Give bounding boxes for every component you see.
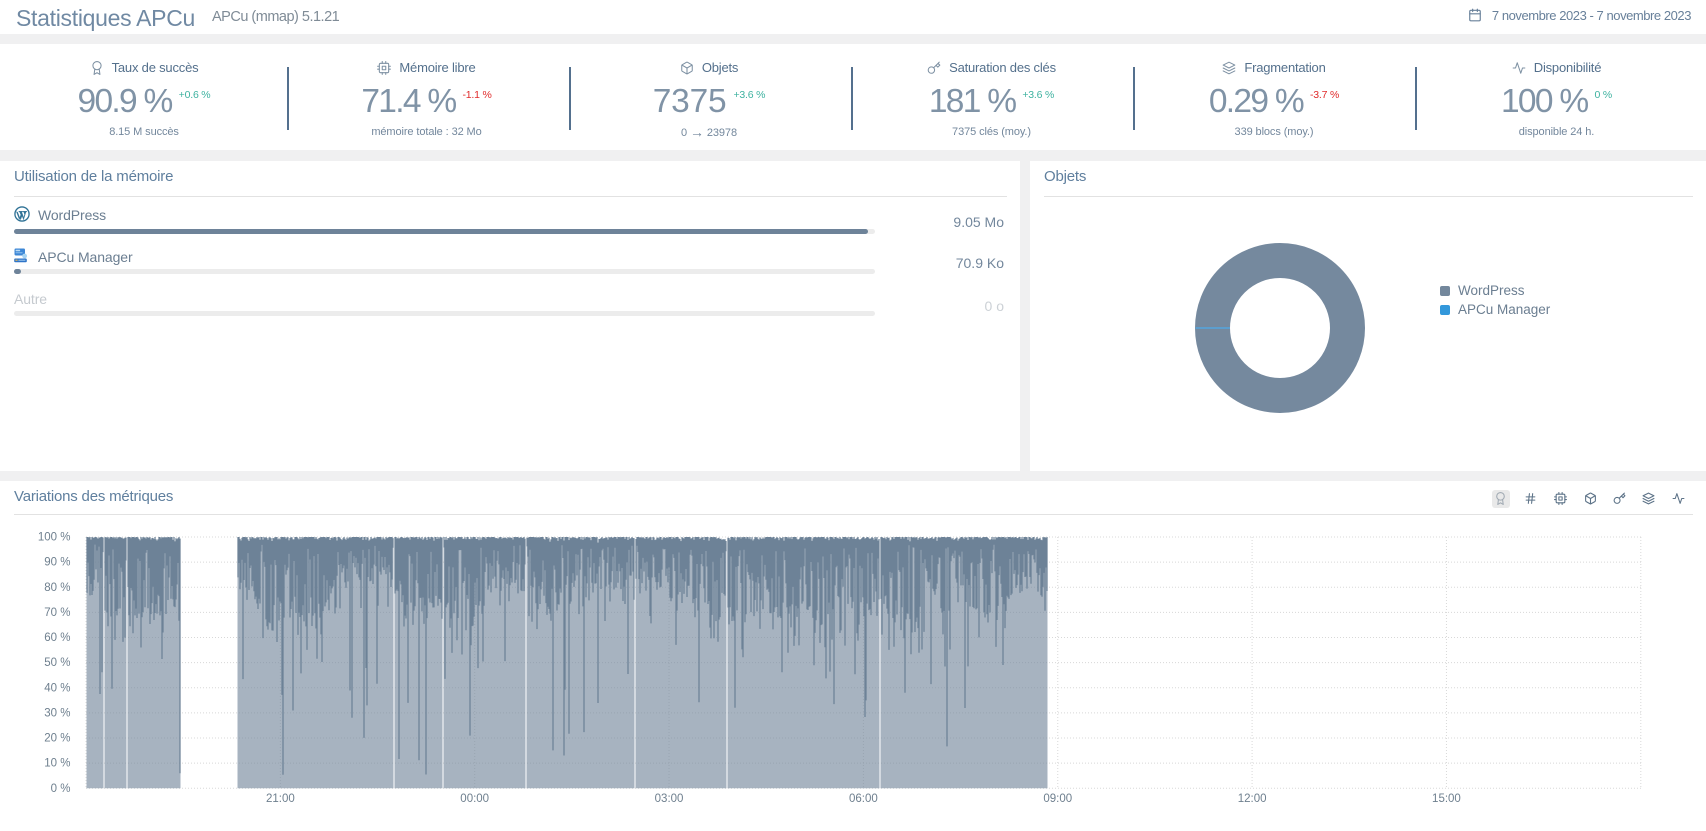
svg-text:00:00: 00:00 (460, 793, 489, 805)
svg-text:70 %: 70 % (44, 607, 70, 619)
svg-text:20 %: 20 % (44, 733, 70, 745)
svg-text:15:00: 15:00 (1432, 793, 1461, 805)
svg-text:06:00: 06:00 (849, 793, 878, 805)
svg-text:09:00: 09:00 (1043, 793, 1072, 805)
svg-text:40 %: 40 % (44, 682, 70, 694)
svg-text:03:00: 03:00 (655, 793, 684, 805)
svg-text:21:00: 21:00 (266, 793, 295, 805)
svg-text:100 %: 100 % (38, 532, 71, 544)
svg-text:60 %: 60 % (44, 632, 70, 644)
svg-text:50 %: 50 % (44, 657, 70, 669)
svg-text:90 %: 90 % (44, 557, 70, 569)
svg-text:10 %: 10 % (44, 758, 70, 770)
svg-text:12:00: 12:00 (1238, 793, 1267, 805)
svg-text:30 %: 30 % (44, 707, 70, 719)
svg-text:80 %: 80 % (44, 582, 70, 594)
svg-text:0 %: 0 % (51, 783, 71, 795)
